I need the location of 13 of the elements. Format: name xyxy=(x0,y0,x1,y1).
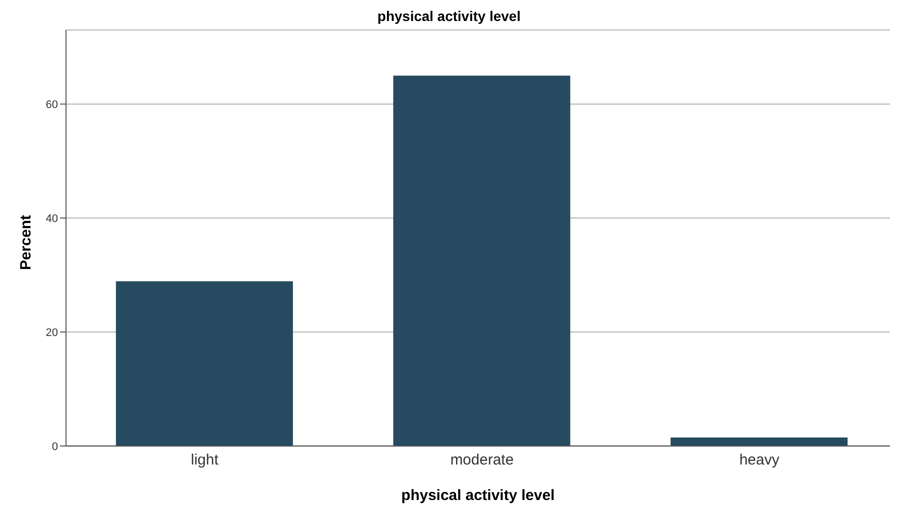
bar xyxy=(670,437,848,446)
x-tick-label: heavy xyxy=(739,452,780,469)
y-tick-label: 0 xyxy=(52,440,58,453)
y-axis-title: Percent xyxy=(18,214,34,272)
x-tick-label: moderate xyxy=(450,452,514,469)
bar xyxy=(116,281,293,446)
chart-title: physical activity level xyxy=(376,8,522,24)
y-tick-label: 60 xyxy=(46,98,58,111)
bar xyxy=(393,76,570,446)
y-tick-label: 20 xyxy=(46,326,58,339)
x-tick-label: light xyxy=(190,452,220,469)
y-tick-label: 40 xyxy=(46,212,58,225)
x-axis-title: physical activity level xyxy=(400,487,556,504)
